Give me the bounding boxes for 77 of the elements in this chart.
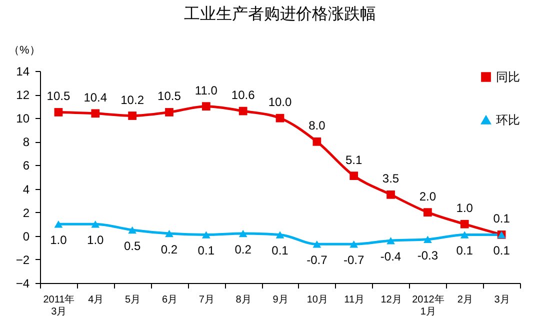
x-tick-label: 8月 xyxy=(236,294,252,306)
x-tick-label: 7月 xyxy=(198,294,214,306)
point xyxy=(238,230,248,238)
chart-title: 工业生产者购进价格涨跌幅 xyxy=(184,5,376,23)
data-label: 5.1 xyxy=(346,152,363,167)
point xyxy=(202,231,210,238)
point xyxy=(91,220,100,228)
point xyxy=(386,236,395,244)
data-label: 10.0 xyxy=(268,95,292,110)
point xyxy=(350,172,358,180)
x-tick-label: 4月 xyxy=(88,294,104,306)
point xyxy=(350,240,358,248)
data-label: -0.7 xyxy=(344,253,365,268)
data-label: 0.1 xyxy=(493,244,510,258)
data-label: 10.2 xyxy=(120,92,144,107)
point xyxy=(312,240,322,248)
x-tick-label: 10月 xyxy=(306,294,328,306)
y-tick-label: 10 xyxy=(16,112,30,126)
y-tick-label: 8 xyxy=(22,135,30,150)
data-label: 11.0 xyxy=(194,83,218,98)
y-axis-title: （%） xyxy=(8,44,40,56)
y-tick-label: 2 xyxy=(22,206,30,220)
data-label: 0.2 xyxy=(160,242,178,257)
y-tick-label: 6 xyxy=(22,158,30,173)
y-tick-label: −4 xyxy=(16,276,30,290)
x-tick-label: 5月 xyxy=(125,294,141,306)
x-tick-label: 12月 xyxy=(380,294,402,306)
point xyxy=(91,109,100,118)
legend-label: 同比 xyxy=(496,70,520,84)
point xyxy=(276,231,284,238)
x-tick-label: 11月 xyxy=(344,294,365,306)
data-label: 1.0 xyxy=(50,233,68,248)
y-tick-label: 4 xyxy=(22,182,30,196)
x-tick-label: 2月 xyxy=(457,294,473,306)
point xyxy=(424,236,432,244)
point xyxy=(202,102,210,111)
data-label: 1.0 xyxy=(456,201,474,216)
point xyxy=(54,220,63,228)
data-label: 0.1 xyxy=(456,244,474,258)
point xyxy=(386,190,395,199)
legend-label: 环比 xyxy=(496,113,520,127)
y-tick-label: −2 xyxy=(16,252,30,267)
y-tick-label: 14 xyxy=(16,64,30,78)
data-label: 3.5 xyxy=(382,172,400,186)
data-label: -0.3 xyxy=(417,248,438,262)
data-label: 0.1 xyxy=(272,244,289,258)
data-label: 10.6 xyxy=(231,88,256,102)
data-label: 10.5 xyxy=(158,89,182,104)
data-label: 8.0 xyxy=(308,118,326,133)
x-tick-label: 6月 xyxy=(162,294,178,306)
y-tick-label: 0 xyxy=(22,229,30,244)
data-label: 0.1 xyxy=(493,212,510,226)
point xyxy=(424,208,432,217)
x-tick-label: 2011年 3月 xyxy=(43,294,75,318)
point xyxy=(460,231,469,238)
x-tick-label: 9月 xyxy=(272,294,288,306)
point xyxy=(312,137,322,146)
point xyxy=(54,108,63,116)
data-label: 1.0 xyxy=(87,233,104,248)
data-label: 0.2 xyxy=(234,242,252,257)
x-tick-label: 2012年 1月 xyxy=(412,294,444,318)
data-label: -0.4 xyxy=(380,250,402,264)
y-tick-label: 12 xyxy=(16,88,30,102)
data-label: 10.5 xyxy=(46,89,70,104)
data-label: 10.4 xyxy=(84,90,108,104)
data-label: 0.1 xyxy=(198,244,215,258)
point xyxy=(276,114,284,122)
data-label: 2.0 xyxy=(419,189,436,204)
point xyxy=(238,106,248,116)
point xyxy=(128,112,136,120)
point xyxy=(460,220,469,228)
point xyxy=(165,108,174,116)
point xyxy=(128,226,136,234)
data-label: -0.7 xyxy=(306,253,328,268)
x-tick-label: 3月 xyxy=(494,294,510,306)
data-label: 0.5 xyxy=(124,239,141,253)
point xyxy=(165,230,174,238)
